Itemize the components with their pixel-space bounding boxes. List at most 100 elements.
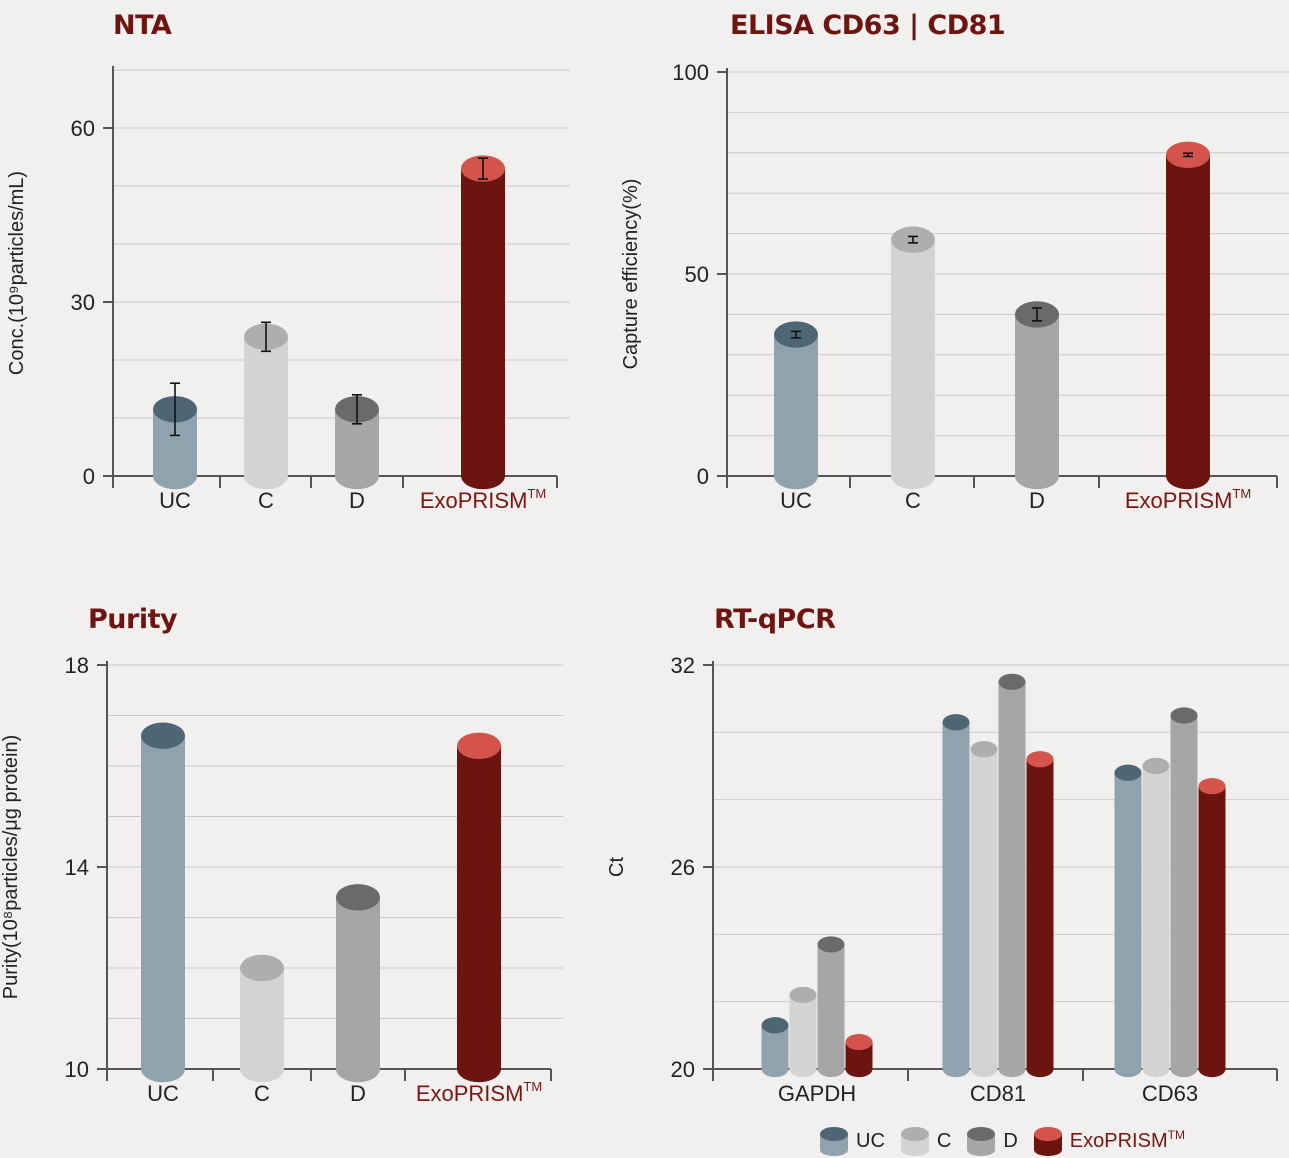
bar-rtqpcr-cd81-exoprism-base bbox=[1026, 1060, 1054, 1078]
bar-rtqpcr-gapdh-d-top bbox=[817, 936, 845, 953]
bar-rtqpcr-gapdh-c-body bbox=[789, 994, 817, 1069]
y-tick-label: 100 bbox=[672, 60, 709, 85]
bar-purity-uc bbox=[141, 722, 185, 1083]
bar-nta-d-base bbox=[335, 462, 379, 490]
bar-rtqpcr-cd63-d-top bbox=[1170, 707, 1198, 724]
bar-elisa-exoprism bbox=[1166, 141, 1210, 490]
bar-rtqpcr-cd63-uc bbox=[1114, 764, 1142, 1078]
bar-elisa-d bbox=[1015, 301, 1059, 490]
y-axis-label-rtqpcr: Ct bbox=[606, 857, 628, 877]
x-tick-label-cd81: CD81 bbox=[970, 1081, 1026, 1106]
x-tick-label-exoprism: ExoPRISMTM bbox=[416, 1079, 542, 1106]
bar-nta-uc-base bbox=[153, 462, 197, 490]
bar-rtqpcr-cd81-c-body bbox=[970, 749, 998, 1069]
bar-rtqpcr-cd81-exoprism bbox=[1026, 751, 1054, 1078]
legend-item-uc: UC bbox=[820, 1126, 885, 1156]
bar-purity-uc-body bbox=[141, 735, 185, 1069]
bar-elisa-c bbox=[891, 226, 935, 490]
bar-rtqpcr-cd63-c-base bbox=[1142, 1060, 1170, 1078]
y-tick-label: 26 bbox=[671, 855, 695, 880]
legend-item-d: D bbox=[967, 1126, 1018, 1156]
bar-rtqpcr-cd81-uc bbox=[942, 714, 970, 1078]
bar-rtqpcr-cd63-c bbox=[1142, 757, 1170, 1078]
bar-nta-exoprism-base bbox=[461, 462, 505, 490]
error-bar bbox=[261, 321, 271, 353]
bar-rtqpcr-gapdh-d-base bbox=[817, 1060, 845, 1078]
bar-rtqpcr-cd81-uc-base bbox=[942, 1060, 970, 1078]
chart-rtqpcr: 20 26 32 Ct GAPDH CD81 CD63 bbox=[606, 653, 1289, 1106]
legend-item-exoprism: ExoPRISMTM bbox=[1033, 1126, 1185, 1156]
bar-elisa-c-body bbox=[891, 239, 935, 476]
x-tick-label-exoprism: ExoPRISMTM bbox=[420, 486, 546, 513]
bar-rtqpcr-cd63-exoprism-top bbox=[1198, 778, 1226, 795]
x-tick-label-uc: UC bbox=[159, 488, 191, 513]
chart-title-purity: Purity bbox=[88, 604, 178, 635]
legend-label-exoprism: ExoPRISMTM bbox=[1070, 1127, 1185, 1153]
y-axis-label-purity: Purity(10⁸particles/μg protein) bbox=[0, 735, 22, 1000]
swatch-base bbox=[967, 1144, 996, 1156]
bar-elisa-exoprism-base bbox=[1166, 462, 1210, 490]
bar-rtqpcr-gapdh-c-top bbox=[789, 986, 817, 1004]
bar-rtqpcr-cd81-d-top bbox=[998, 673, 1026, 690]
tm-mark: TM bbox=[1232, 486, 1251, 501]
bar-nta-d bbox=[335, 396, 379, 490]
error-bar bbox=[352, 393, 362, 425]
bar-purity-d bbox=[336, 884, 380, 1083]
swatch-base bbox=[1033, 1144, 1062, 1156]
legend-swatch-uc bbox=[820, 1127, 848, 1156]
bar-rtqpcr-cd81-c-top bbox=[970, 741, 998, 758]
bar-rtqpcr-cd63-exoprism bbox=[1198, 778, 1226, 1078]
x-tick-label-c: C bbox=[254, 1081, 270, 1106]
swatch-top bbox=[820, 1127, 848, 1141]
y-tick-label: 18 bbox=[65, 653, 89, 678]
bar-rtqpcr-gapdh-uc bbox=[761, 1017, 789, 1078]
x-tick-label-c: C bbox=[905, 488, 921, 513]
bar-purity-exoprism-top bbox=[457, 732, 501, 759]
bar-rtqpcr-cd63-uc-body bbox=[1114, 772, 1142, 1069]
y-tick-label: 14 bbox=[65, 855, 89, 880]
chart-elisa: 0 50 100 Capture efficiency(%) UC C D ExoPRISMT… bbox=[620, 60, 1289, 513]
bar-nta-exoprism bbox=[461, 155, 505, 490]
bar-rtqpcr-cd81-exoprism-top bbox=[1026, 751, 1054, 768]
legend-label-c: C bbox=[936, 1129, 952, 1152]
x-tick-label-d: D bbox=[350, 1081, 366, 1106]
error-bar bbox=[908, 235, 918, 244]
legend-label-d: D bbox=[1003, 1129, 1018, 1152]
error-bar bbox=[478, 157, 488, 180]
chart-title-elisa: ELISA CD63 | CD81 bbox=[730, 10, 1006, 41]
bar-purity-d-top bbox=[336, 884, 380, 911]
bar-rtqpcr-cd81-uc-top bbox=[942, 714, 970, 731]
swatch-base bbox=[900, 1144, 929, 1156]
y-tick-label: 32 bbox=[671, 653, 695, 678]
bar-purity-c-body bbox=[240, 968, 284, 1069]
bar-rtqpcr-gapdh-c bbox=[789, 986, 817, 1078]
legend-tm-mark: TM bbox=[1167, 1127, 1185, 1142]
chart-purity: 10 14 18 Purity(10⁸particles/μg protein) UC C… bbox=[0, 653, 563, 1106]
bar-rtqpcr-cd63-uc-top bbox=[1114, 764, 1142, 781]
bar-purity-c-top bbox=[240, 954, 284, 982]
bar-rtqpcr-cd63-uc-base bbox=[1114, 1060, 1142, 1078]
bar-rtqpcr-gapdh-uc-base bbox=[761, 1060, 789, 1078]
bar-rtqpcr-cd81-exoprism-body bbox=[1026, 759, 1054, 1069]
chart-title-rtqpcr: RT-qPCR bbox=[714, 604, 836, 635]
y-tick-label: 30 bbox=[71, 290, 95, 315]
tm-mark: TM bbox=[523, 1079, 542, 1094]
bar-purity-uc-top bbox=[141, 722, 185, 749]
bar-elisa-exoprism-body bbox=[1166, 154, 1210, 476]
x-tick-label-c: C bbox=[258, 488, 274, 513]
y-tick-label: 0 bbox=[83, 464, 95, 489]
bar-purity-d-body bbox=[336, 897, 380, 1069]
error-bar bbox=[170, 382, 180, 437]
x-tick-label-d: D bbox=[349, 488, 365, 513]
bar-rtqpcr-gapdh-c-base bbox=[789, 1060, 817, 1078]
y-axis-label-elisa: Capture efficiency(%) bbox=[620, 179, 642, 370]
bar-rtqpcr-cd63-c-body bbox=[1142, 766, 1170, 1069]
y-tick-label: 60 bbox=[71, 116, 95, 141]
swatch-base bbox=[820, 1144, 848, 1156]
bar-rtqpcr-cd81-d-body bbox=[998, 681, 1026, 1069]
y-tick-label: 0 bbox=[697, 464, 709, 489]
bar-rtqpcr-gapdh-exoprism-top bbox=[845, 1033, 873, 1051]
bar-rtqpcr-gapdh-d-body bbox=[817, 944, 845, 1069]
bar-purity-exoprism bbox=[457, 732, 501, 1083]
